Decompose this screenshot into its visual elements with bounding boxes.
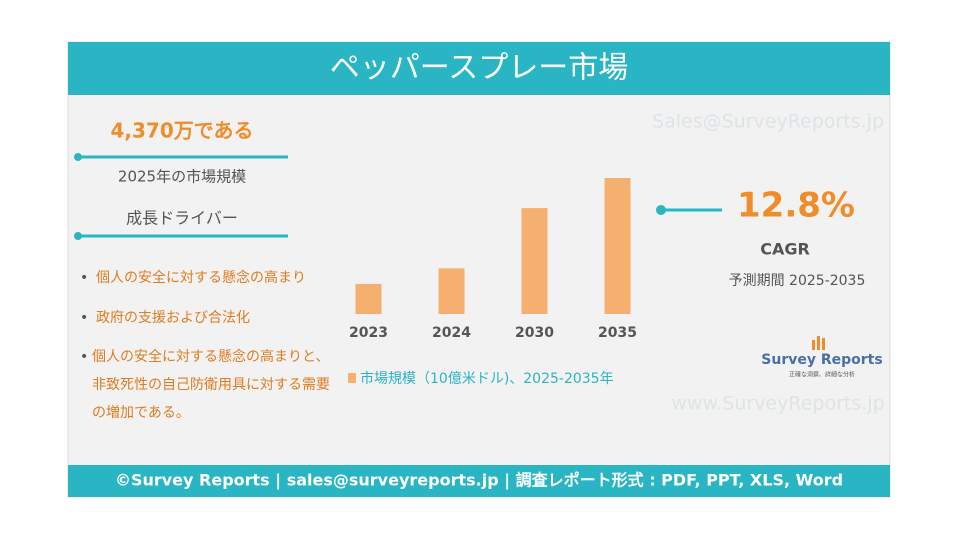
bar — [604, 178, 631, 314]
footer: ©Survey Reports | sales@surveyreports.jp… — [115, 471, 843, 491]
bullet: • — [80, 349, 88, 365]
drivers-title: 成長ドライバー — [126, 209, 238, 228]
legend-swatch — [348, 373, 356, 383]
logo-tagline: 正確な洞察、詳細な分析 — [789, 371, 855, 379]
driver: 個人の安全に対する懸念の高まり — [96, 269, 306, 286]
legend-label: 市場規模（10億米ドル)、2025-2035年 — [360, 370, 614, 387]
driver-wrap: 個人の安全に対する懸念の高まりと、非致死性の自己防衛用具に対する需要の増加である… — [92, 349, 330, 421]
logo-name: Survey Reports — [761, 352, 882, 368]
watermark: www.SurveyReports.jp — [671, 393, 884, 415]
x-tick-label: 2023 — [349, 325, 388, 341]
bullet: • — [80, 270, 88, 286]
driver: 政府の支援および合法化 — [96, 310, 250, 326]
x-tick-label: 2030 — [515, 325, 554, 341]
bar — [521, 208, 548, 314]
title: ペッパースプレー市場 — [330, 51, 629, 86]
bar — [355, 283, 382, 314]
panel — [67, 41, 891, 498]
logo: Survey Reports 正確な洞察、詳細な分析 — [761, 336, 883, 379]
driver: 個人の安全に対する懸念の高まりと、非致死性の自己防衛用具に対する需要の増加である… — [92, 349, 330, 421]
bullet: • — [80, 310, 88, 326]
market-size-label: 2025年の市場規模 — [118, 168, 246, 186]
watermark: Sales@SurveyReports.jp — [652, 111, 884, 133]
logo-bar — [817, 336, 820, 350]
market-size: 4,370万である — [110, 119, 253, 143]
logo-bar — [822, 338, 825, 350]
x-tick-label: 2024 — [432, 325, 471, 341]
cagr-label: CAGR — [760, 240, 810, 259]
logo-bar — [812, 340, 815, 350]
cagr-value: 12.8% — [737, 186, 855, 226]
x-tick-label: 2035 — [598, 325, 637, 341]
header-band — [68, 42, 890, 95]
bar — [438, 268, 465, 314]
footer-band — [68, 465, 890, 497]
cagr-period: 予測期間 2025-2035 — [729, 273, 866, 289]
